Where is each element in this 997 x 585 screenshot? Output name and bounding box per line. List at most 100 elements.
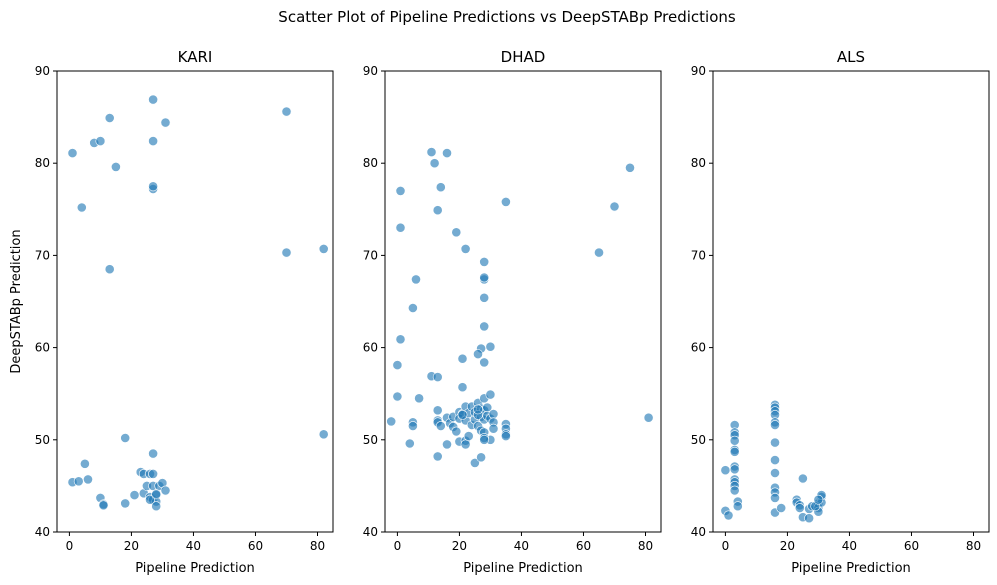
data-point xyxy=(729,446,740,457)
scatter-panel-dhad: DHAD Pipeline Prediction 0 20 40 60 80 40 50 60… xyxy=(363,48,662,576)
data-point xyxy=(804,513,814,524)
data-point xyxy=(729,435,740,446)
data-point xyxy=(479,292,490,303)
data-point xyxy=(432,205,443,216)
data-point xyxy=(457,409,468,420)
data-point xyxy=(392,391,403,402)
data-point xyxy=(148,136,158,146)
data-point xyxy=(723,510,734,521)
data-point xyxy=(798,473,808,484)
x-tick-label: 20 xyxy=(780,539,795,553)
y-tick-label: 80 xyxy=(363,156,378,170)
x-tick-label: 40 xyxy=(842,539,857,553)
data-point xyxy=(120,433,131,443)
data-point xyxy=(151,501,162,512)
data-point xyxy=(460,243,471,254)
x-tick-label: 0 xyxy=(722,539,730,553)
data-points xyxy=(67,94,329,512)
data-point xyxy=(432,372,443,382)
data-point xyxy=(732,501,743,512)
data-point xyxy=(435,182,446,193)
data-point xyxy=(643,412,654,423)
y-tick-label: 50 xyxy=(363,433,378,447)
data-point xyxy=(457,382,468,393)
data-point xyxy=(148,448,158,459)
x-axis-label: Pipeline Prediction xyxy=(135,561,255,576)
data-point xyxy=(67,148,78,158)
data-point xyxy=(281,247,292,258)
data-point xyxy=(318,243,329,254)
data-point xyxy=(407,421,418,431)
data-point xyxy=(407,303,418,313)
data-point xyxy=(770,468,780,478)
scatter-panel-als: ALS Pipeline Prediction 0 20 40 60 80 40 50 60 7… xyxy=(691,48,990,576)
data-point xyxy=(609,201,620,212)
data-point xyxy=(479,434,490,445)
data-point xyxy=(95,136,106,146)
data-point xyxy=(104,113,115,123)
data-point xyxy=(770,420,780,430)
data-point xyxy=(426,147,437,157)
y-tick-label: 40 xyxy=(363,525,378,539)
x-tick-label: 0 xyxy=(394,539,402,553)
data-point xyxy=(392,360,403,370)
data-point xyxy=(451,227,462,238)
data-point xyxy=(457,353,468,364)
data-point xyxy=(73,476,84,487)
data-point xyxy=(432,451,443,462)
data-point xyxy=(720,465,731,476)
scatter-panel-kari: KARI Pipeline Prediction DeepSTABp Predi… xyxy=(9,48,334,576)
data-point xyxy=(414,393,424,404)
data-point xyxy=(813,494,824,505)
data-point xyxy=(98,500,109,511)
data-point xyxy=(500,431,511,441)
x-tick-label: 60 xyxy=(248,539,263,553)
y-tick-label: 60 xyxy=(363,341,378,355)
data-point xyxy=(432,405,443,416)
data-point xyxy=(500,196,511,207)
data-point xyxy=(485,389,496,400)
x-axis-label: Pipeline Prediction xyxy=(463,561,583,576)
plot-frame xyxy=(712,70,990,533)
x-tick-label: 60 xyxy=(576,539,591,553)
data-point xyxy=(76,202,87,213)
data-point xyxy=(479,357,490,368)
y-tick-label: 70 xyxy=(35,248,50,262)
data-point xyxy=(148,94,158,105)
data-point xyxy=(463,431,474,441)
data-point xyxy=(83,474,93,485)
data-point xyxy=(145,494,155,505)
x-tick-label: 60 xyxy=(904,539,919,553)
data-point xyxy=(151,489,162,500)
data-point xyxy=(460,439,471,450)
data-point xyxy=(479,321,490,332)
data-point xyxy=(148,468,158,479)
data-point xyxy=(776,503,787,513)
y-tick-label: 80 xyxy=(691,156,706,170)
data-point xyxy=(111,161,121,172)
x-tick-label: 80 xyxy=(966,539,981,553)
data-point xyxy=(729,485,740,496)
data-point xyxy=(442,148,452,158)
data-point xyxy=(451,426,462,437)
y-tick-label: 70 xyxy=(691,248,706,262)
data-point xyxy=(770,437,780,448)
y-tick-label: 80 xyxy=(35,156,50,170)
data-point xyxy=(395,334,406,345)
y-tick-label: 90 xyxy=(35,64,50,78)
panel-title: KARI xyxy=(178,48,213,66)
data-points xyxy=(720,399,827,524)
data-point xyxy=(120,498,131,509)
data-point xyxy=(770,492,780,503)
data-point xyxy=(404,438,415,449)
data-point xyxy=(429,158,440,169)
data-point xyxy=(469,457,480,468)
y-tick-label: 40 xyxy=(691,525,706,539)
data-point xyxy=(488,409,499,419)
data-point xyxy=(281,106,292,117)
plot-frame xyxy=(56,70,334,533)
data-point xyxy=(395,185,406,196)
data-point xyxy=(729,464,740,475)
data-point xyxy=(160,117,171,128)
